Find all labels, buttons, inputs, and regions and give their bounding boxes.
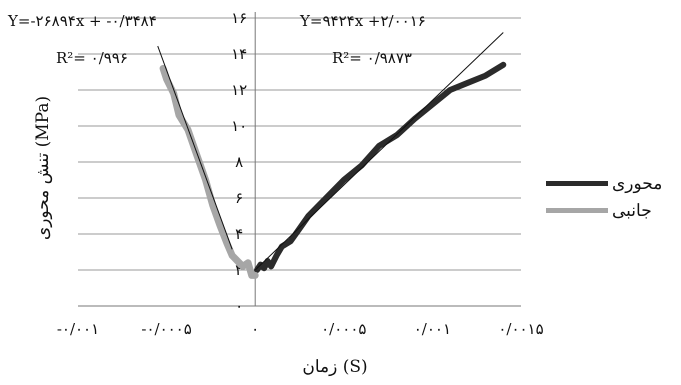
legend-swatch-axial	[546, 181, 608, 186]
x-axis-title: زمان (S)	[302, 357, 367, 377]
x-tick-label-4: ۰/۰۰۱	[414, 320, 451, 338]
trendlines	[157, 32, 504, 271]
tick-labels: ۰ ۲ ۴ ۶ ۸ ۱۰ ۱۲ ۱۴ ۱۶ -۰/۰۰۱ -۰/۰۰۰۵ ۰ ۰/۰۰۰۵ ۰/۰۰۱ ۰/…	[57, 9, 544, 338]
y-tick-label-5: ۱۰	[231, 117, 247, 135]
y-tick-label-7: ۱۴	[231, 45, 247, 63]
data-series	[159, 61, 507, 279]
series-line-1	[159, 64, 259, 279]
x-tick-label-1: -۰/۰۰۰۵	[141, 320, 191, 338]
y-tick-label-2: ۴	[235, 225, 243, 243]
series-line-0	[254, 61, 507, 273]
y-tick-label-1: ۲	[235, 261, 243, 279]
x-tick-label-3: ۰/۰۰۰۵	[321, 320, 366, 338]
legend-label-lateral: جانبی	[612, 201, 652, 221]
y-tick-label-0: ۰	[235, 297, 243, 315]
x-tick-label-2: ۰	[251, 320, 259, 338]
trendline-0	[254, 32, 504, 271]
annotation-eq-axial: Y=۹۴۲۴x +۲/۰۰۱۶	[299, 12, 426, 30]
annotation-r2-lateral: R²= ۰/۹۹۶	[56, 49, 128, 67]
legend-swatch-lateral	[546, 208, 608, 213]
y-tick-label-4: ۸	[235, 153, 243, 171]
y-axis-title: تنش محوری (MPa)	[33, 96, 53, 240]
legend: محوری جانبی	[546, 174, 662, 221]
y-tick-label-6: ۱۲	[231, 81, 247, 99]
equation-annotations: Y=-۲۶۸۹۴x + -۰/۳۴۸۴ R²= ۰/۹۹۶ Y=۹۴۲۴x +۲/۰…	[7, 12, 426, 67]
gridlines	[78, 17, 521, 271]
x-tick-label-0: -۰/۰۰۱	[57, 320, 99, 338]
trendline-1	[157, 45, 233, 250]
y-tick-label-3: ۶	[235, 189, 243, 207]
x-tick-label-5: ۰/۰۰۱۵	[498, 320, 543, 338]
annotation-r2-axial: R²= ۰/۹۸۷۳	[332, 49, 412, 67]
legend-label-axial: محوری	[612, 174, 662, 194]
y-tick-label-8: ۱۶	[231, 9, 247, 27]
axes	[78, 12, 521, 307]
annotation-eq-lateral: Y=-۲۶۸۹۴x + -۰/۳۴۸۴	[7, 12, 157, 30]
